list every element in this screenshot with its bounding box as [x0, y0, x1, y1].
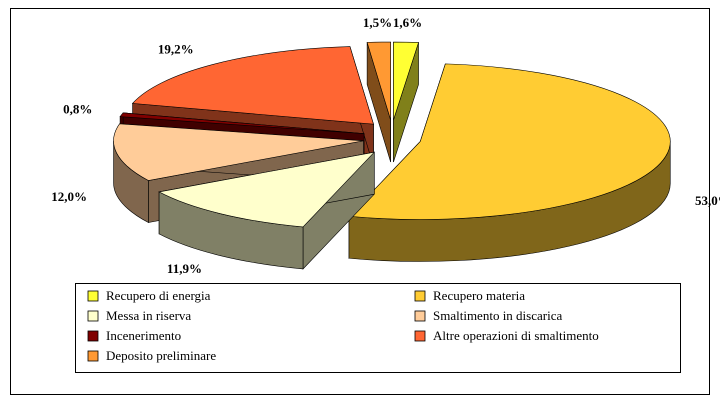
pie: 1,6% 53,0% 11,9% 12,0% 0,8% 19,2% 1,5%	[51, 15, 720, 276]
data-label: 19,2%	[158, 42, 194, 57]
legend-label: Smaltimento in discarica	[433, 308, 562, 323]
slice	[131, 46, 374, 125]
slice	[119, 112, 365, 134]
legend-swatch	[414, 330, 426, 342]
legend-swatch	[414, 310, 426, 322]
legend-swatch	[414, 290, 426, 302]
legend-box	[75, 283, 681, 373]
legend-label: Recupero materia	[433, 288, 525, 303]
data-label: 53,0%	[695, 193, 720, 208]
data-label: 1,5%	[363, 15, 392, 30]
legend-label: Incenerimento	[106, 328, 181, 343]
legend-label: Messa in riserva	[106, 308, 191, 323]
slice	[366, 41, 391, 121]
slice	[158, 151, 376, 228]
legend-swatch	[87, 330, 99, 342]
slice	[348, 63, 671, 220]
legend-swatch	[87, 290, 99, 302]
legend-label: Deposito preliminare	[106, 348, 216, 363]
legend-swatch	[87, 350, 99, 362]
legend-label: Altre operazioni di smaltimento	[433, 328, 599, 343]
data-label: 11,9%	[167, 261, 202, 276]
legend-label: Recupero di energia	[106, 288, 211, 303]
slice	[393, 41, 419, 121]
data-label: 1,6%	[393, 15, 422, 30]
legend-swatch	[87, 310, 99, 322]
data-label: 12,0%	[51, 189, 87, 204]
legend: Recupero di energia Recupero materia Messa…	[87, 288, 599, 363]
slice	[113, 123, 364, 181]
data-label: 0,8%	[63, 101, 92, 116]
